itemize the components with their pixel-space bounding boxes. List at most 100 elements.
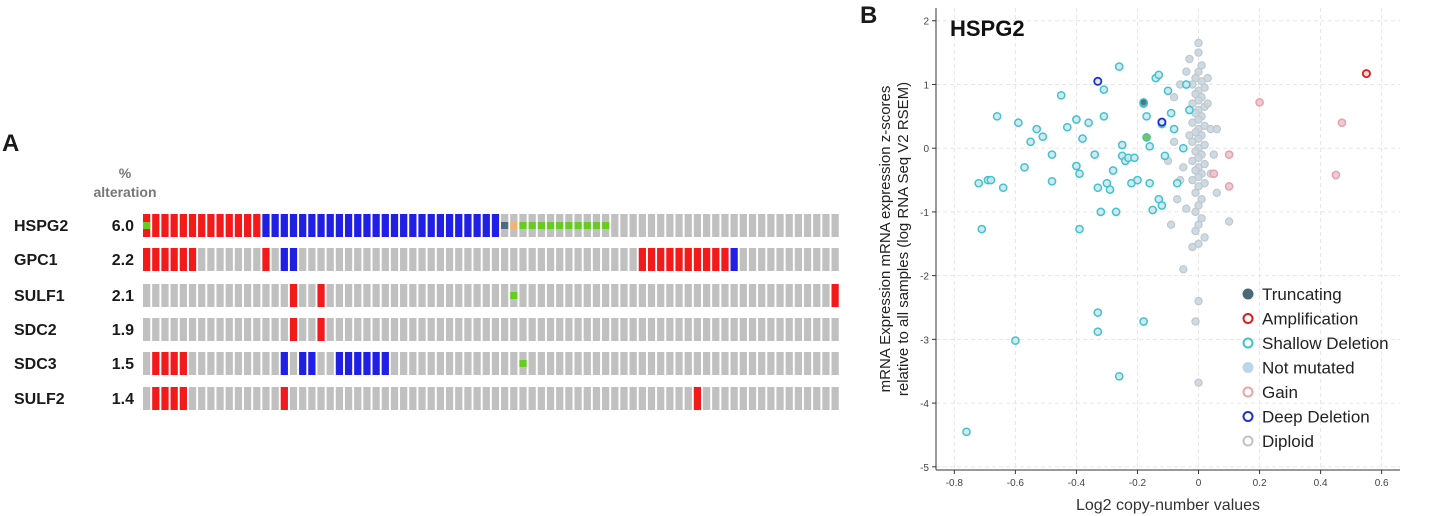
cell-unaltered: [363, 248, 371, 271]
cell-unaltered: [253, 318, 261, 341]
cell-amplification: [693, 387, 702, 410]
data-point-diploid: [1212, 124, 1221, 134]
cell-unaltered: [179, 318, 187, 341]
cell-amplification: [179, 214, 187, 237]
data-point-diploid: [1188, 242, 1197, 252]
cell-unaltered: [225, 284, 233, 307]
data-point-shallow: [1020, 162, 1029, 172]
cell-unaltered: [473, 318, 481, 341]
cell-unaltered: [822, 387, 830, 410]
cell-amplification: [188, 248, 197, 271]
cell-amplification: [253, 214, 261, 237]
legend-label-deep: Deep Deletion: [1262, 408, 1370, 427]
cell-unaltered: [317, 387, 325, 410]
cell-unaltered: [299, 387, 307, 410]
cell-unaltered: [758, 387, 766, 410]
x-tick-label: -0.4: [1068, 478, 1086, 489]
data-point-diploid: [1166, 220, 1176, 229]
gene-label: HSPG2: [14, 218, 69, 235]
legend-label-diploid: Diploid: [1262, 432, 1314, 451]
cell-unaltered: [436, 284, 445, 307]
cell-unaltered: [308, 284, 316, 307]
cell-unaltered: [629, 352, 637, 375]
cell-unaltered: [638, 284, 646, 307]
cell-unaltered: [354, 387, 362, 410]
cell-unaltered: [225, 248, 233, 271]
cell-amplification: [693, 248, 702, 271]
data-point-shallow: [1185, 105, 1194, 115]
data-point-shallow: [992, 111, 1002, 121]
cell-unaltered: [748, 214, 757, 237]
data-point-shallow: [1142, 111, 1151, 121]
cell-unaltered: [335, 387, 344, 410]
oncoprint-row-sulf1: SULF1 2.1: [0, 284, 860, 310]
data-point-gain: [1209, 169, 1219, 179]
cell-deep-deletion: [436, 214, 445, 237]
cell-unaltered: [629, 318, 637, 341]
cell-unaltered: [381, 387, 389, 410]
data-point-shallow: [1114, 371, 1124, 381]
cell-deep-deletion: [354, 352, 362, 375]
cell-unaltered: [712, 284, 720, 307]
cell-deep-deletion: [427, 214, 435, 237]
cell-unaltered: [299, 318, 307, 341]
cell-unaltered: [776, 352, 784, 375]
cell-unaltered: [684, 284, 692, 307]
cell-unaltered: [344, 284, 353, 307]
cell-unaltered: [693, 318, 702, 341]
data-point-diploid: [1194, 38, 1203, 48]
cell-unaltered: [758, 318, 766, 341]
data-point-amplification: [1361, 69, 1371, 79]
cell-unaltered: [822, 214, 830, 237]
cell-unaltered: [436, 318, 445, 341]
cell-unaltered: [243, 284, 252, 307]
cell-unaltered: [271, 284, 279, 307]
y-tick-label: -5: [920, 463, 929, 474]
cell-unaltered: [216, 387, 224, 410]
gene-percent: 2.2: [111, 252, 134, 269]
cell-unaltered: [207, 352, 215, 375]
cell-amplification: [179, 248, 187, 271]
data-point-shallow: [1093, 183, 1103, 193]
cell-deep-deletion: [299, 352, 307, 375]
cell-unaltered: [822, 284, 830, 307]
cell-unaltered: [179, 284, 187, 307]
cell-deep-deletion: [363, 214, 371, 237]
cell-unaltered: [785, 387, 793, 410]
data-point-greenpt: [1142, 133, 1151, 142]
cell-unaltered: [611, 352, 619, 375]
cell-unaltered: [510, 352, 518, 375]
cell-unaltered: [592, 387, 601, 410]
data-point-shallow: [1145, 178, 1155, 188]
cell-unaltered: [308, 248, 316, 271]
cell-unaltered: [647, 284, 656, 307]
oncoprint-row-gpc1: GPC1 2.2: [0, 248, 860, 274]
cell-unaltered: [767, 248, 775, 271]
cell-deep-deletion: [280, 248, 288, 271]
cell-unaltered: [510, 387, 518, 410]
cell-unaltered: [831, 214, 839, 237]
cell-unaltered: [344, 387, 353, 410]
cell-unaltered: [455, 352, 463, 375]
cell-unaltered: [143, 318, 151, 341]
cell-unaltered: [730, 284, 738, 307]
cell-unaltered: [299, 248, 307, 271]
legend-marker-shallow: [1242, 337, 1254, 349]
data-point-deep: [1157, 117, 1167, 127]
data-point-shallow: [1072, 115, 1081, 124]
cell-unaltered: [785, 248, 793, 271]
cell-unaltered: [611, 248, 619, 271]
cell-unaltered: [152, 284, 160, 307]
x-tick-label: 0: [1196, 478, 1202, 489]
cell-unaltered: [143, 387, 151, 410]
data-point-shallow: [1163, 86, 1173, 96]
cell-unaltered: [161, 284, 169, 307]
cell-unaltered: [308, 318, 316, 341]
cell-unaltered: [629, 248, 637, 271]
data-point-diploid: [1179, 163, 1188, 172]
legend-marker-deep: [1242, 411, 1254, 422]
cell-amplification: [198, 214, 206, 237]
data-point-shallow: [1026, 137, 1035, 147]
cell-unaltered: [225, 387, 233, 410]
cell-unaltered: [234, 387, 243, 410]
